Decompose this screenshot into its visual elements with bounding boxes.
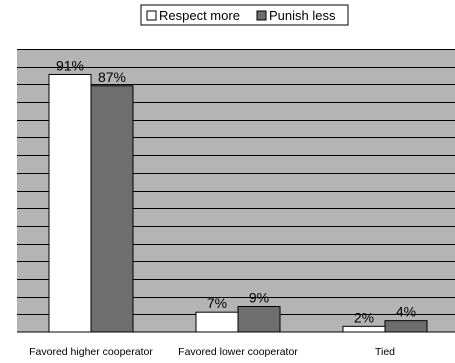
value-labels: 91% 87% 7% 9% 2% 4% [56, 57, 416, 325]
data-label: 7% [207, 295, 227, 311]
legend: Respect more Punish less [140, 4, 349, 26]
data-label: 9% [249, 290, 269, 306]
bar [237, 306, 281, 333]
bar [90, 85, 134, 333]
bars [48, 73, 428, 333]
data-label: 4% [396, 304, 416, 320]
category-label: Favored lower cooperator [178, 346, 298, 358]
bar [195, 311, 239, 333]
category-label: Favored higher cooperator [29, 346, 153, 358]
category-labels: Favored higher cooperator Favored lower c… [29, 346, 395, 358]
bar [342, 325, 386, 333]
legend-swatch-punish-less [256, 10, 267, 21]
bar [384, 320, 428, 333]
bar [48, 73, 92, 333]
legend-swatch-respect-more [146, 10, 157, 21]
legend-frame [140, 4, 349, 26]
data-label: 91% [56, 57, 84, 73]
data-label: 2% [354, 309, 374, 325]
category-label: Tied [375, 346, 395, 358]
legend-label-punish-less: Punish less [269, 8, 336, 23]
data-label: 87% [98, 69, 126, 85]
legend-label-respect-more: Respect more [159, 8, 240, 23]
